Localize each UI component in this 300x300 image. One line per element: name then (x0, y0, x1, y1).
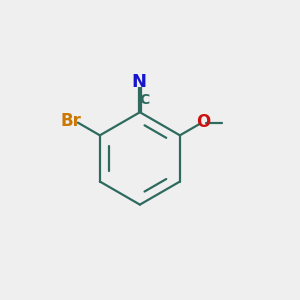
Text: N: N (131, 73, 146, 91)
Text: O: O (196, 113, 211, 131)
Text: Br: Br (60, 112, 81, 130)
Text: C: C (139, 92, 149, 106)
